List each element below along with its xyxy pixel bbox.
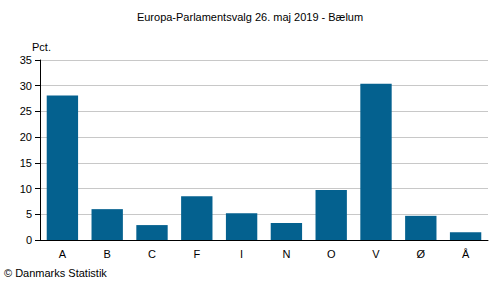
svg-text:25: 25 [20,105,32,117]
svg-text:I: I [240,248,243,260]
svg-text:O: O [327,248,336,260]
svg-text:A: A [59,248,67,260]
svg-text:30: 30 [20,80,32,92]
svg-text:B: B [104,248,111,260]
svg-text:Europa-Parlamentsvalg 26. maj: Europa-Parlamentsvalg 26. maj 2019 - Bæl… [137,11,363,23]
svg-text:Å: Å [462,248,470,260]
svg-text:Pct.: Pct. [32,41,51,53]
svg-text:© Danmarks Statistik: © Danmarks Statistik [4,267,107,279]
svg-text:N: N [282,248,290,260]
svg-text:C: C [148,248,156,260]
svg-text:10: 10 [20,183,32,195]
svg-text:0: 0 [26,234,32,246]
svg-text:20: 20 [20,131,32,143]
svg-text:35: 35 [20,54,32,66]
svg-text:Ø: Ø [417,248,426,260]
svg-text:15: 15 [20,157,32,169]
svg-text:5: 5 [26,208,32,220]
svg-text:V: V [372,248,380,260]
svg-text:F: F [193,248,200,260]
